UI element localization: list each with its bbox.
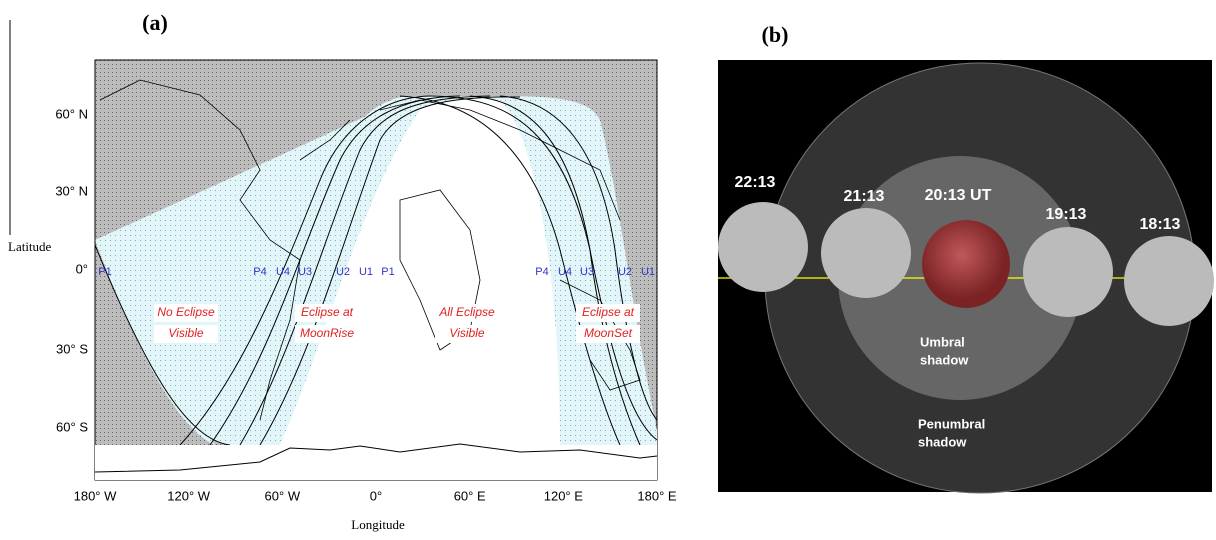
y-axis-label: Latitude — [8, 239, 52, 254]
region-label: Visible — [449, 326, 484, 340]
lat-label: 60° N — [55, 106, 88, 121]
contact-label: U1 — [641, 266, 655, 278]
lon-label: 60° E — [454, 488, 486, 503]
contact-label: P1 — [98, 266, 111, 278]
contact-label: U4 — [558, 266, 572, 278]
region-label: No Eclipse — [157, 305, 215, 319]
lon-label: 120° W — [167, 488, 211, 503]
figure: (a) Latitude Longitude (b) — [0, 0, 1216, 535]
region-label: MoonRise — [300, 326, 354, 340]
page: {"panel_a": {"label": "(a)", "y_axis_lab… — [0, 0, 1216, 535]
umbral-label: Umbral — [920, 334, 965, 349]
lat-label: 60° S — [56, 419, 88, 434]
contact-label: U3 — [298, 266, 312, 278]
time-label: 21:13 — [844, 188, 885, 205]
panel-label: (b) — [762, 22, 789, 47]
contact-label: U4 — [276, 266, 290, 278]
time-label: 20:13 UT — [925, 187, 992, 204]
lon-label: 180° E — [637, 488, 677, 503]
contact-label: U1 — [359, 266, 373, 278]
lon-label: 0° — [370, 488, 382, 503]
lon-label: 120° E — [544, 488, 584, 503]
region-label: Eclipse at — [582, 305, 635, 319]
region-label: Eclipse at — [301, 305, 354, 319]
region-label: Visible — [168, 326, 203, 340]
umbral-label: shadow — [920, 352, 969, 367]
contact-label: U3 — [580, 266, 594, 278]
region-label: All Eclipse — [438, 305, 495, 319]
time-label: 22:13 — [735, 174, 776, 191]
map — [95, 60, 657, 480]
contact-label: P1 — [381, 266, 394, 278]
lat-label: 0° — [76, 261, 88, 276]
time-label: 19:13 — [1046, 206, 1087, 223]
contact-label: U2 — [336, 266, 350, 278]
penumbral-label: shadow — [918, 434, 967, 449]
contact-label: U2 — [618, 266, 632, 278]
x-axis-label: Longitude — [351, 517, 405, 532]
lat-label: 30° N — [55, 183, 88, 198]
panel-label: (a) — [142, 10, 168, 35]
region-label: MoonSet — [584, 326, 633, 340]
lon-label: 180° W — [74, 488, 118, 503]
contact-label: P4 — [535, 266, 548, 278]
contact-label: P4 — [253, 266, 266, 278]
time-label: 18:13 — [1140, 216, 1181, 233]
penumbral-label: Penumbral — [918, 416, 985, 431]
lat-label: 30° S — [56, 341, 88, 356]
lon-label: 60° W — [265, 488, 301, 503]
